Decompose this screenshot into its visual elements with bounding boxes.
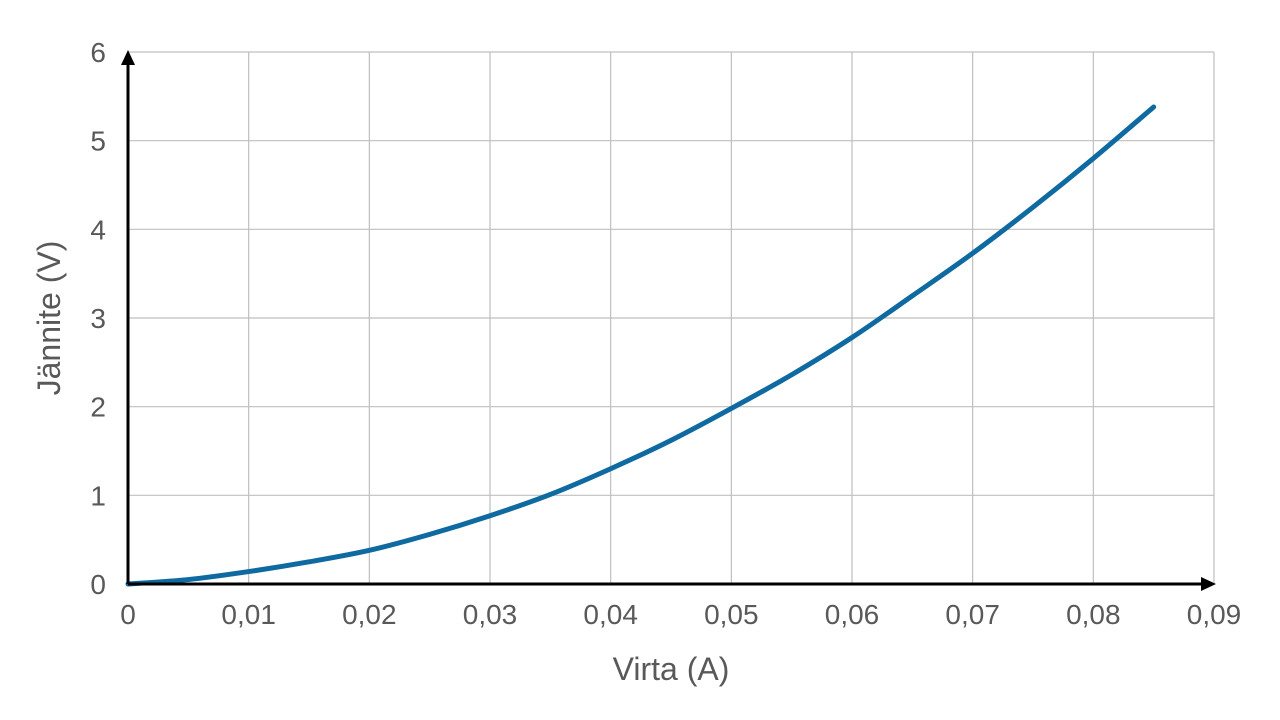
x-axis-title: Virta (A) xyxy=(613,651,730,687)
y-tick-label: 3 xyxy=(90,303,106,334)
y-tick-label: 1 xyxy=(90,480,106,511)
x-tick-label: 0,03 xyxy=(463,599,518,630)
x-tick-label: 0,05 xyxy=(704,599,759,630)
x-tick-label: 0,09 xyxy=(1187,599,1242,630)
y-tick-label: 4 xyxy=(90,214,106,245)
x-tick-label: 0 xyxy=(120,599,136,630)
x-axis-arrow-icon xyxy=(1201,577,1216,591)
y-tick-label: 2 xyxy=(90,392,106,423)
data-series xyxy=(125,104,1157,587)
x-tick-label: 0,01 xyxy=(221,599,276,630)
x-tick-label: 0,02 xyxy=(342,599,397,630)
y-axis-title: Jännite (V) xyxy=(31,241,67,396)
series-line xyxy=(125,104,1157,587)
y-tick-label: 5 xyxy=(90,126,106,157)
x-tick-label: 0,04 xyxy=(583,599,638,630)
axes xyxy=(121,50,1216,591)
x-tick-label: 0,06 xyxy=(825,599,880,630)
tick-labels: 0 0,01 0,02 0,03 0,04 0,05 0,06 0,07 0,08 0,09 0 1 2… xyxy=(90,37,1241,630)
x-tick-label: 0,08 xyxy=(1066,599,1121,630)
y-axis-arrow-icon xyxy=(121,50,135,65)
x-tick-label: 0,07 xyxy=(945,599,1000,630)
y-tick-label: 0 xyxy=(90,569,106,600)
gridlines xyxy=(128,51,1215,584)
y-tick-label: 6 xyxy=(90,37,106,68)
